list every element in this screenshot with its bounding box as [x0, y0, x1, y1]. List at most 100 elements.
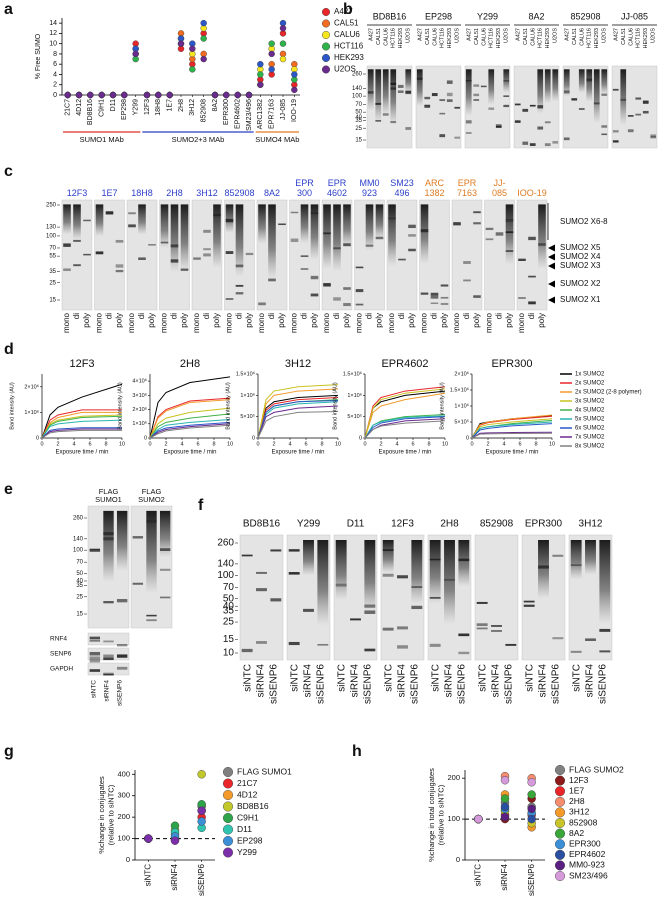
y-tick-label: 8 — [53, 51, 57, 58]
blot-band — [388, 217, 396, 220]
blot-smear — [138, 204, 146, 235]
lane-label: poly — [342, 313, 351, 328]
blot-smear — [586, 69, 593, 102]
blot-smear — [310, 204, 319, 260]
mw-label: 140 — [73, 536, 84, 542]
blot-band — [405, 90, 412, 94]
blot-band — [485, 238, 494, 241]
y-tick-label: 0 — [36, 435, 39, 441]
blot-band — [458, 651, 470, 655]
lane-label: mono — [160, 312, 169, 333]
x-tick-label: 8 — [212, 441, 215, 447]
data-point — [143, 91, 151, 99]
antibody-label: 8A2 — [263, 187, 280, 198]
data-line — [41, 419, 123, 439]
band-arrow — [548, 244, 555, 252]
data-line — [364, 388, 446, 439]
blot-smear — [333, 204, 341, 272]
blot-band — [375, 102, 382, 105]
lane-label: siSENP6 — [316, 664, 327, 704]
blot-smear — [552, 69, 559, 102]
mw-label: 15 — [76, 612, 83, 618]
lane-label: siNTC — [337, 664, 348, 692]
blot-smear — [420, 204, 429, 264]
blot-band — [350, 618, 361, 621]
y-tick-label: 1.5×10⁶ — [236, 370, 255, 377]
blot-band — [89, 669, 101, 672]
blot-band — [288, 572, 300, 575]
data-point — [166, 91, 173, 99]
blot-smear — [375, 204, 384, 240]
data-point — [155, 91, 162, 99]
legend-swatch — [555, 765, 566, 776]
blot-band — [132, 536, 144, 539]
blot-band — [63, 268, 71, 272]
blot-band — [103, 654, 114, 657]
blot-band — [146, 619, 157, 622]
x-tick-label: siNTC — [473, 864, 482, 886]
legend-label: MM0-923 — [569, 860, 605, 870]
legend-swatch — [555, 796, 566, 807]
data-point — [500, 776, 510, 785]
lane-label: siSENP6 — [457, 664, 468, 704]
data-point — [87, 91, 94, 99]
panel-letter: c — [4, 163, 13, 180]
mw-label: 15 — [49, 298, 56, 304]
blot-band — [333, 247, 341, 250]
blot-band — [138, 257, 146, 261]
legend-swatch — [222, 801, 233, 812]
blot-band — [505, 218, 514, 222]
blot-band — [382, 549, 394, 552]
data-point — [177, 40, 185, 47]
blot-band — [586, 78, 593, 82]
blot-band — [103, 673, 114, 676]
y-axis-label: Band intensity (AU) — [439, 382, 445, 430]
legend-swatch — [322, 7, 331, 16]
legend-swatch — [222, 847, 233, 858]
lane-label: di — [430, 313, 439, 319]
lane-label: CALU6 — [383, 28, 389, 46]
blot-band — [225, 218, 234, 223]
lane-label: poly — [277, 313, 286, 328]
band-label: SUMO2 X6-8 — [560, 217, 608, 226]
mw-label: 35 — [223, 605, 235, 616]
blot-band — [429, 643, 441, 647]
lane-label: siRNF4 — [585, 664, 596, 698]
mw-label: 25 — [355, 126, 362, 132]
y-tick-label: 3×10⁶ — [132, 392, 147, 399]
x-tick-label: 6 — [88, 441, 91, 447]
blot-band — [116, 654, 128, 658]
blot — [562, 65, 609, 149]
blot-band — [116, 643, 128, 647]
data-point — [98, 91, 105, 99]
blot-band — [317, 643, 329, 646]
blot-band — [323, 283, 331, 287]
mw-label: 15 — [355, 138, 362, 144]
legend-label: 1E7 — [569, 785, 584, 795]
lane-label: poly — [407, 313, 416, 328]
antibody-label: 3H12 — [196, 187, 218, 198]
blot-band — [343, 287, 351, 290]
blot-band — [420, 229, 429, 233]
data-line — [149, 376, 231, 439]
x-tick-label: 8 — [320, 441, 323, 447]
blot-smear — [303, 540, 314, 576]
x-tick-label: 4D12 — [76, 99, 83, 116]
blot-band — [116, 598, 128, 603]
blot-smear — [382, 69, 389, 115]
data-line — [257, 399, 339, 439]
mw-label: 130 — [46, 225, 57, 231]
mw-label: 40 — [355, 115, 362, 121]
legend-label: HEK293 — [334, 53, 364, 62]
legend-label: 8A2 — [569, 828, 584, 838]
blot-smear — [317, 540, 329, 626]
lane-label: HEK293 — [447, 28, 453, 49]
x-tick-label: 21C7 — [65, 99, 72, 116]
blot-smear — [343, 204, 351, 248]
blot-smear — [95, 204, 104, 237]
x-tick-label: 6 — [518, 441, 521, 447]
blot-band — [103, 672, 114, 676]
mw-label: 100 — [217, 570, 234, 581]
legend-label: 2x SUMO2 (2-8 polymer) — [575, 390, 642, 396]
blot-band — [115, 269, 124, 273]
